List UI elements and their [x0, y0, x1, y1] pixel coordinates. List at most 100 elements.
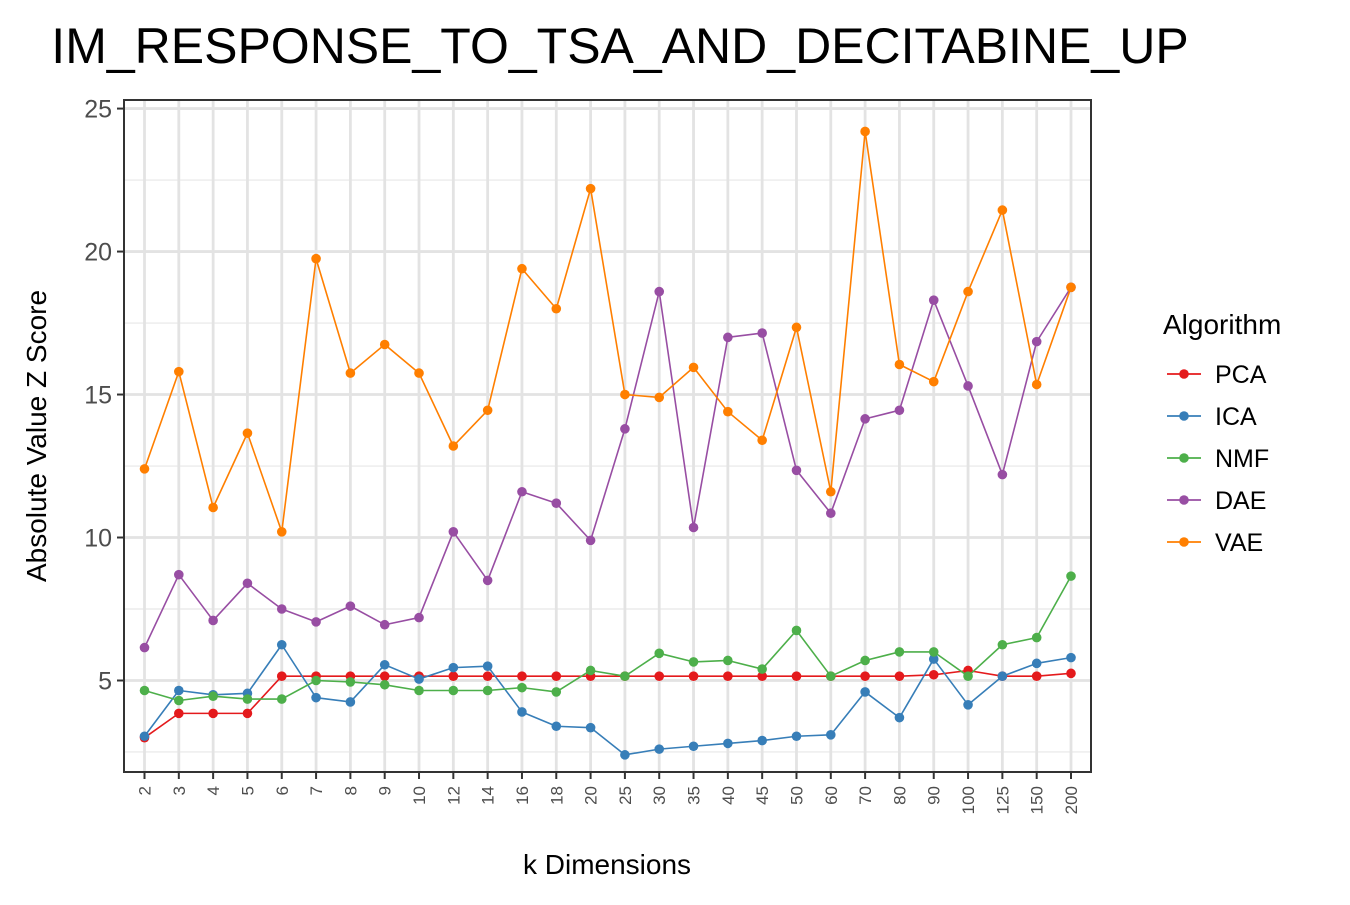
series-dae: [139, 282, 1076, 653]
x-tick-label: 12: [444, 786, 463, 805]
data-point: [894, 647, 905, 657]
data-point: [448, 662, 459, 673]
gridlines: [124, 100, 1091, 772]
data-point: [757, 671, 767, 682]
data-point: [928, 295, 939, 305]
data-point: [414, 368, 424, 378]
data-point: [894, 671, 905, 682]
chart-title: IM_RESPONSE_TO_TSA_AND_DECITABINE_UP: [51, 18, 1188, 74]
data-point: [723, 738, 733, 749]
data-point: [482, 671, 493, 682]
legend-label: NMF: [1215, 445, 1269, 473]
data-point: [654, 648, 665, 659]
data-point: [174, 708, 184, 719]
y-axis-label: Absolute Value Z Score: [21, 290, 52, 582]
data-point: [1031, 632, 1042, 643]
data-point: [791, 465, 802, 476]
x-tick-label: 200: [1062, 786, 1081, 814]
data-point: [414, 674, 424, 684]
x-tick-label: 30: [650, 786, 669, 805]
x-tick-label: 18: [547, 786, 566, 805]
data-point: [551, 687, 562, 697]
data-point: [139, 685, 150, 696]
data-point: [791, 731, 802, 742]
data-point: [311, 675, 321, 686]
data-point: [620, 389, 630, 400]
y-tick-label: 20: [84, 239, 112, 267]
data-point: [894, 359, 905, 370]
legend-items: PCA ICA NMF DAE VAE: [1167, 361, 1269, 557]
legend-item-ica: ICA: [1167, 403, 1257, 431]
data-point: [174, 685, 184, 696]
data-point: [174, 695, 184, 706]
x-tick-label: 90: [925, 786, 944, 805]
data-point: [963, 700, 973, 710]
data-point: [482, 405, 493, 416]
data-point: [894, 405, 905, 416]
data-point: [997, 469, 1008, 480]
data-point: [448, 526, 459, 537]
data-point: [242, 694, 253, 704]
data-point: [860, 655, 870, 666]
data-point: [276, 604, 287, 614]
legend-item-pca: PCA: [1167, 361, 1267, 389]
data-point: [585, 722, 596, 733]
data-point: [1066, 668, 1076, 679]
data-point: [482, 685, 493, 696]
data-point: [928, 376, 939, 387]
series-nmf: [139, 571, 1076, 706]
data-point: [963, 671, 973, 682]
legend-item-vae: VAE: [1167, 529, 1263, 557]
data-point: [860, 687, 870, 697]
x-tick-label: 40: [719, 786, 738, 805]
x-tick-label: 125: [993, 786, 1012, 814]
data-point: [517, 263, 527, 274]
data-point: [345, 677, 356, 687]
x-tick-label: 4: [204, 786, 223, 795]
data-point: [757, 735, 767, 746]
data-point: [139, 642, 150, 653]
data-point: [448, 685, 459, 696]
data-point: [757, 328, 767, 338]
x-tick-label: 60: [822, 786, 841, 805]
data-point: [620, 671, 630, 682]
data-point: [1031, 379, 1042, 390]
legend-label: PCA: [1215, 361, 1267, 389]
x-tick-label: 7: [307, 786, 326, 795]
data-point: [379, 679, 390, 690]
data-point: [208, 708, 218, 719]
data-point: [688, 362, 699, 373]
legend: Algorithm PCA ICA NMF DAE VAE: [1163, 309, 1281, 557]
data-point: [825, 730, 836, 740]
x-tick-label: 16: [513, 786, 532, 805]
data-point: [1066, 652, 1076, 663]
x-tick-label: 25: [616, 786, 635, 805]
legend-label: DAE: [1215, 487, 1266, 515]
series-ica: [139, 639, 1076, 760]
legend-key-point: [1179, 495, 1189, 505]
legend-key-point: [1179, 453, 1189, 463]
data-point: [585, 183, 596, 194]
data-point: [757, 664, 767, 674]
legend-item-dae: DAE: [1167, 487, 1266, 515]
data-point: [963, 381, 973, 391]
series-group: [139, 126, 1076, 760]
data-point: [517, 707, 527, 717]
x-axis-label: k Dimensions: [523, 849, 691, 880]
data-point: [654, 744, 665, 754]
data-point: [860, 414, 870, 424]
legend-title: Algorithm: [1163, 309, 1281, 340]
data-point: [825, 671, 836, 682]
x-tick-label: 80: [890, 786, 909, 805]
data-point: [414, 685, 424, 696]
data-point: [208, 615, 218, 626]
x-tick-label: 20: [582, 786, 601, 805]
data-point: [174, 569, 184, 580]
series-line-vae: [143, 130, 1072, 533]
data-point: [963, 286, 973, 297]
data-point: [379, 339, 390, 350]
data-point: [723, 671, 733, 682]
x-tick-label: 9: [376, 786, 395, 795]
data-point: [517, 671, 527, 682]
